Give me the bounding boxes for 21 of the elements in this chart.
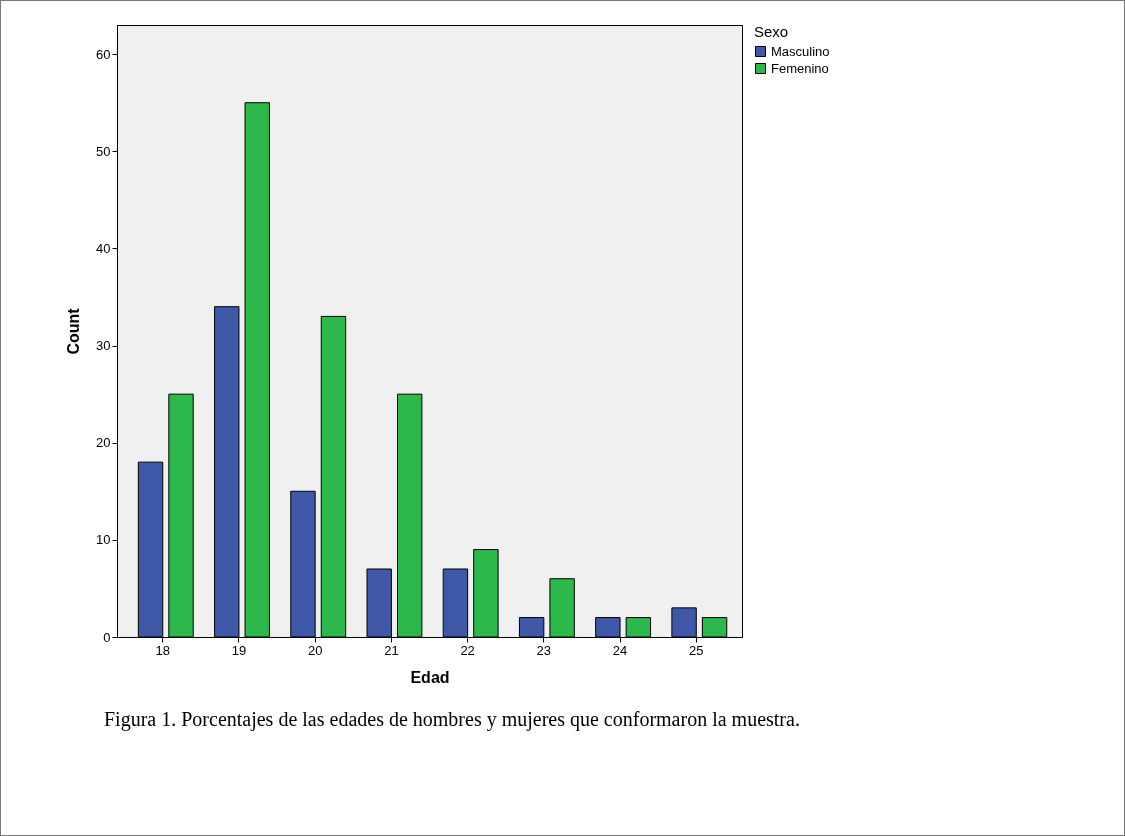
y-tick-label: 20 <box>96 435 111 451</box>
x-tick-label: 25 <box>689 642 704 658</box>
x-tick-label: 19 <box>231 642 247 658</box>
text: Figura 1. Porcentajes de las edades de hombres y mujeres que conformaron la muestra. <box>104 708 800 731</box>
y-tick-label: 30 <box>96 338 111 354</box>
x-tick-label: 20 <box>307 642 323 658</box>
legend-label: Femenino <box>771 60 829 76</box>
x-tick-label: 24 <box>612 642 628 658</box>
x-tick-label: 21 <box>384 642 399 658</box>
y-axis-title: Count <box>65 307 83 355</box>
y-tick-label: 40 <box>96 240 111 256</box>
x-tick-label: 18 <box>155 642 170 658</box>
x-axis-title: Edad <box>410 668 450 686</box>
y-tick-label: 10 <box>96 532 111 548</box>
legend-title: Sexo <box>754 23 789 40</box>
x-tick-label: 22 <box>460 642 475 658</box>
y-tick-label: 50 <box>96 143 111 159</box>
x-tick-label: 23 <box>536 642 552 658</box>
y-tick-label: 0 <box>103 629 111 645</box>
y-tick-label: 60 <box>96 46 111 62</box>
legend-label: Masculino <box>771 43 830 59</box>
